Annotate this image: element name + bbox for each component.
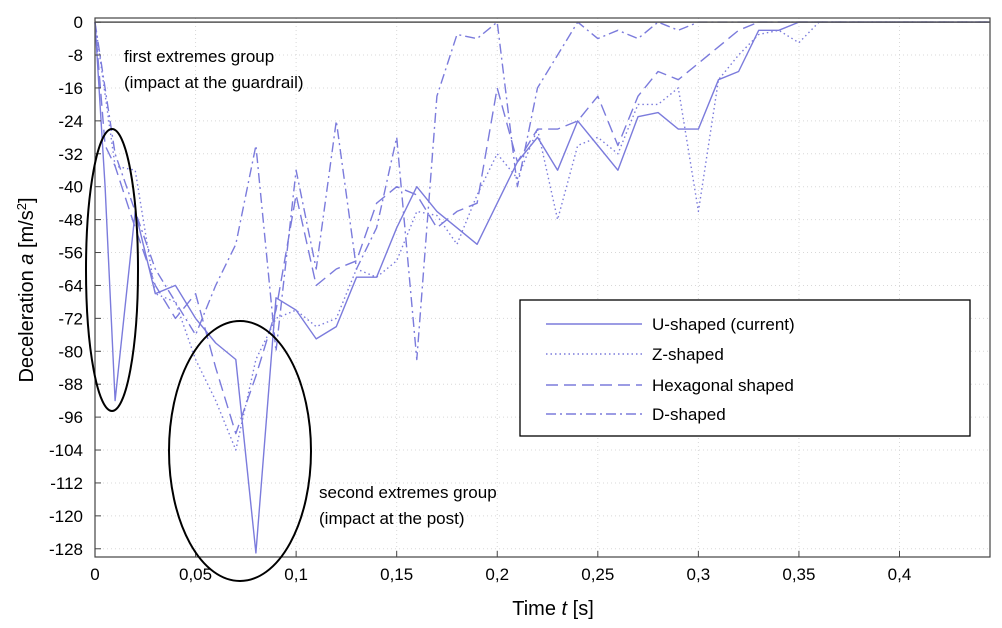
legend-label-d-shaped: D-shaped (652, 405, 726, 424)
y-tick-label: -104 (49, 441, 83, 460)
legend: U-shaped (current) Z-shaped Hexagonal sh… (519, 299, 971, 437)
y-axis-title: Deceleration a [m/s2] (14, 197, 39, 382)
legend-label-hexagonal: Hexagonal shaped (652, 376, 794, 395)
annotation-first-extremes-line2: (impact at the guardrail) (124, 73, 304, 92)
x-tick-label: 0,1 (284, 565, 308, 584)
annotation-second-extremes-line1: second extremes group (319, 483, 497, 502)
first-extremes-ellipse (85, 128, 139, 412)
x-tick-label: 0 (90, 565, 99, 584)
y-tick-label: -8 (68, 46, 83, 65)
y-tick-label: -32 (58, 145, 83, 164)
series-line-u-shaped-current (94, 21, 990, 554)
y-tick-label: -24 (58, 112, 83, 131)
y-tick-label: -40 (58, 178, 83, 197)
legend-label-z-shaped: Z-shaped (652, 345, 724, 364)
annotation-first-extremes-line1: first extremes group (124, 47, 274, 66)
y-tick-label: -88 (58, 375, 83, 394)
x-tick-label: 0,4 (888, 565, 912, 584)
plot-frame (94, 17, 991, 558)
second-extremes-ellipse (168, 320, 312, 582)
x-tick-label: 0,05 (179, 565, 212, 584)
y-tick-label: -112 (50, 474, 83, 493)
y-tick-label: -72 (58, 309, 83, 328)
x-tick-label: 0,3 (687, 565, 711, 584)
x-tick-label: 0,15 (380, 565, 413, 584)
x-axis-title: Time t [s] (512, 598, 594, 620)
y-ticks: 0 -8 -16 -24 -32 -40 -48 -56 -64 -72 -80 -88 -96 -104… (49, 13, 101, 559)
annotation-second-extremes-line2: (impact at the post) (319, 509, 465, 528)
y-tick-label: -80 (58, 342, 83, 361)
series-line-z-shaped (94, 21, 990, 451)
y-tick-label: -16 (58, 79, 83, 98)
y-tick-label: -64 (58, 276, 83, 295)
legend-label-u-shaped: U-shaped (current) (652, 315, 795, 334)
y-tick-label: -96 (58, 408, 83, 427)
x-tick-label: 0,25 (581, 565, 614, 584)
series-line-hexagonal-shaped (94, 21, 990, 435)
grid (94, 18, 990, 557)
y-tick-label: 0 (74, 13, 83, 32)
y-tick-label: -128 (49, 540, 83, 559)
x-tick-label: 0,2 (485, 565, 509, 584)
x-tick-label: 0,35 (782, 565, 815, 584)
y-tick-label: -48 (58, 211, 83, 230)
series-lines (94, 21, 990, 554)
x-ticks: 0 0,05 0,1 0,15 0,2 0,25 0,3 0,35 0,4 (90, 551, 911, 584)
y-tick-label: -120 (49, 507, 83, 526)
y-tick-label: -56 (58, 244, 83, 263)
